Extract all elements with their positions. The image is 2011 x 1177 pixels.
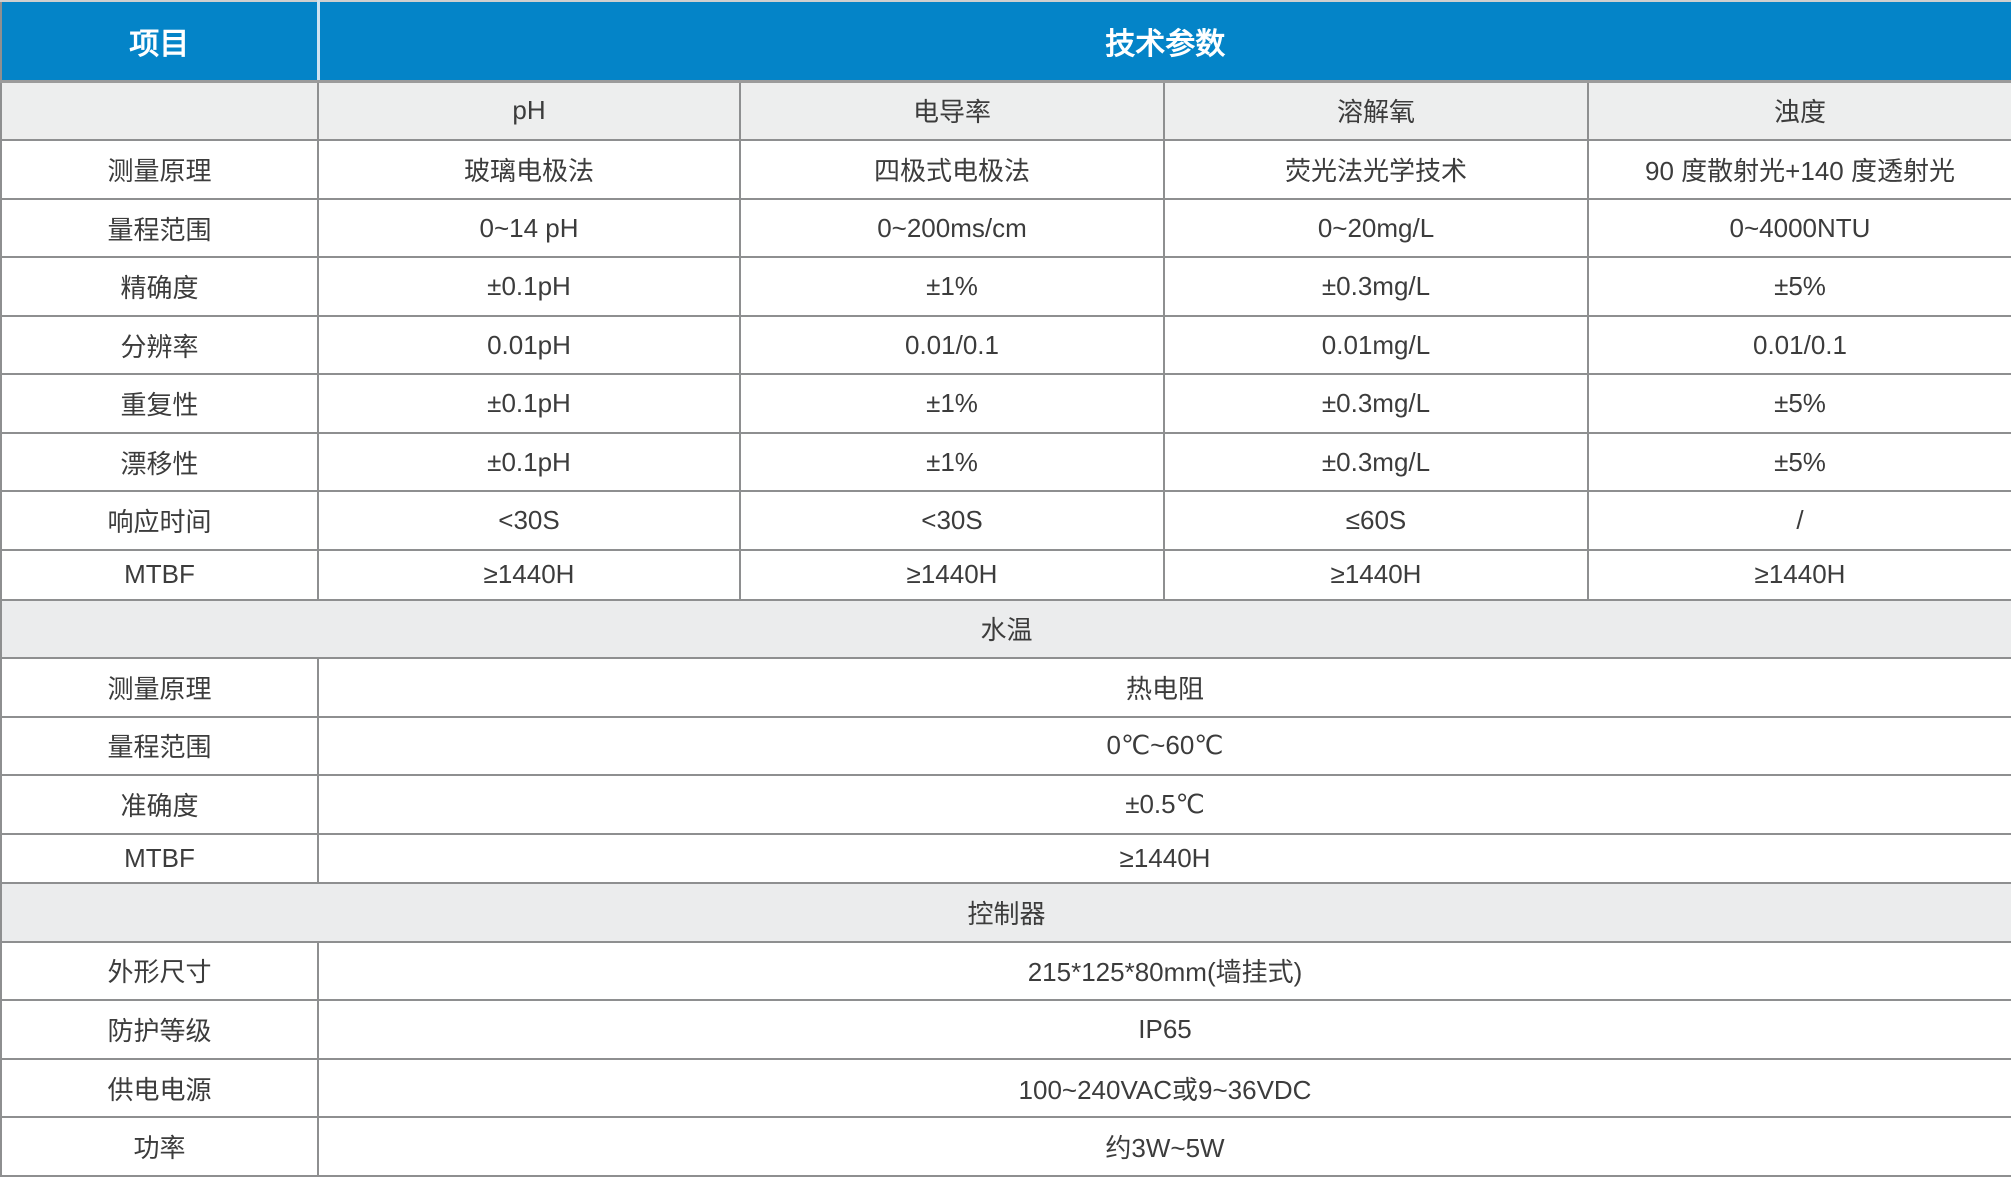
value-cell: ±0.1pH <box>317 256 741 317</box>
value-cell: 0.01/0.1 <box>739 314 1165 376</box>
value-cell: 0~200ms/cm <box>739 197 1165 259</box>
value-cell: 0~4000NTU <box>1587 197 2011 259</box>
value-cell: 0~14 pH <box>317 197 741 259</box>
row-label-cell: MTBF <box>0 832 319 885</box>
value-cell: ≥1440H <box>1163 549 1589 601</box>
table-row: 精确度 ±0.1pH ±1% ±0.3mg/L ±5% <box>0 256 2011 317</box>
value-cell: ±1% <box>739 373 1165 434</box>
table-row: 重复性 ±0.1pH ±1% ±0.3mg/L ±5% <box>0 373 2011 434</box>
value-cell: ±0.5℃ <box>317 774 2011 835</box>
value-cell: 100~240VAC或9~36VDC <box>317 1057 2011 1119</box>
table-row: 测量原理 热电阻 <box>0 657 2011 718</box>
value-cell: 0.01pH <box>317 314 741 376</box>
table-row: 外形尺寸 215*125*80mm(墙挂式) <box>0 940 2011 1002</box>
value-cell: 0℃~60℃ <box>317 715 2011 777</box>
table-row: 响应时间 <30S <30S ≤60S / <box>0 490 2011 551</box>
value-cell: ≥1440H <box>1587 549 2011 601</box>
table-row: 量程范围 0℃~60℃ <box>0 715 2011 777</box>
section-header-water-temp: 水温 <box>0 598 2011 660</box>
row-label-cell: 准确度 <box>0 774 319 835</box>
column-header-conductivity: 电导率 <box>739 79 1165 142</box>
table-row: 供电电源 100~240VAC或9~36VDC <box>0 1057 2011 1119</box>
table-row: 分辨率 0.01pH 0.01/0.1 0.01mg/L 0.01/0.1 <box>0 314 2011 376</box>
column-header-dissolved-oxygen: 溶解氧 <box>1163 79 1589 142</box>
row-label-cell: 漂移性 <box>0 431 319 493</box>
value-cell: ±0.1pH <box>317 373 741 434</box>
value-cell: 玻璃电极法 <box>317 139 741 200</box>
value-cell: 热电阻 <box>317 657 2011 718</box>
value-cell: ≤60S <box>1163 490 1589 551</box>
header-params-cell: 技术参数 <box>318 0 2011 83</box>
value-cell: 0.01/0.1 <box>1587 314 2011 376</box>
value-cell: ±1% <box>739 431 1165 493</box>
value-cell: IP65 <box>317 999 2011 1060</box>
row-label-cell: 功率 <box>0 1116 319 1177</box>
column-header-ph: pH <box>317 79 741 142</box>
table-row: 漂移性 ±0.1pH ±1% ±0.3mg/L ±5% <box>0 431 2011 493</box>
row-label-cell: 量程范围 <box>0 197 319 259</box>
table-row: 防护等级 IP65 <box>0 999 2011 1060</box>
section-title: 水温 <box>0 598 2011 660</box>
value-cell: <30S <box>317 490 741 551</box>
row-label-cell: 外形尺寸 <box>0 940 319 1002</box>
section-header-controller: 控制器 <box>0 882 2011 943</box>
row-label-cell: 重复性 <box>0 373 319 434</box>
table-row: 功率 约3W~5W <box>0 1116 2011 1177</box>
value-cell: 约3W~5W <box>317 1116 2011 1177</box>
value-cell: ±5% <box>1587 431 2011 493</box>
table-row: MTBF ≥1440H <box>0 832 2011 885</box>
row-label-cell: 分辨率 <box>0 314 319 376</box>
value-cell: ±5% <box>1587 256 2011 317</box>
value-cell: ±0.3mg/L <box>1163 373 1589 434</box>
value-cell: 荧光法光学技术 <box>1163 139 1589 200</box>
row-label-cell: 响应时间 <box>0 490 319 551</box>
table-row: 测量原理 玻璃电极法 四极式电极法 荧光法光学技术 90 度散射光+140 度透… <box>0 139 2011 200</box>
row-label-cell: 量程范围 <box>0 715 319 777</box>
value-cell: / <box>1587 490 2011 551</box>
value-cell: 0~20mg/L <box>1163 197 1589 259</box>
value-cell: ≥1440H <box>317 549 741 601</box>
value-cell: ±0.1pH <box>317 431 741 493</box>
row-label-cell: 供电电源 <box>0 1057 319 1119</box>
value-cell: ±1% <box>739 256 1165 317</box>
value-cell: 90 度散射光+140 度透射光 <box>1587 139 2011 200</box>
section-title: 控制器 <box>0 882 2011 943</box>
table-header-row: 项目 技术参数 <box>1 0 2011 83</box>
row-label-cell: 测量原理 <box>0 139 319 200</box>
value-cell: <30S <box>739 490 1165 551</box>
value-cell: ±0.3mg/L <box>1163 256 1589 317</box>
header-item-cell: 项目 <box>1 0 320 83</box>
value-cell: ≥1440H <box>317 832 2011 885</box>
table-row: 量程范围 0~14 pH 0~200ms/cm 0~20mg/L 0~4000N… <box>0 197 2011 259</box>
row-label-cell: MTBF <box>0 549 319 601</box>
row-label-cell: 防护等级 <box>0 999 319 1060</box>
row-label-cell: 精确度 <box>0 256 319 317</box>
row-label-cell: 测量原理 <box>0 657 319 718</box>
table-row: 准确度 ±0.5℃ <box>0 774 2011 835</box>
value-cell: 四极式电极法 <box>739 139 1165 200</box>
value-cell: 215*125*80mm(墙挂式) <box>317 940 2011 1002</box>
value-cell: 0.01mg/L <box>1163 314 1589 376</box>
column-header-turbidity: 浊度 <box>1587 79 2011 142</box>
value-cell: ±0.3mg/L <box>1163 431 1589 493</box>
value-cell: ±5% <box>1587 373 2011 434</box>
table-row: MTBF ≥1440H ≥1440H ≥1440H ≥1440H <box>0 549 2011 601</box>
column-header-blank-cell <box>0 79 319 142</box>
column-header-row: pH 电导率 溶解氧 浊度 <box>0 79 2011 142</box>
value-cell: ≥1440H <box>739 549 1165 601</box>
